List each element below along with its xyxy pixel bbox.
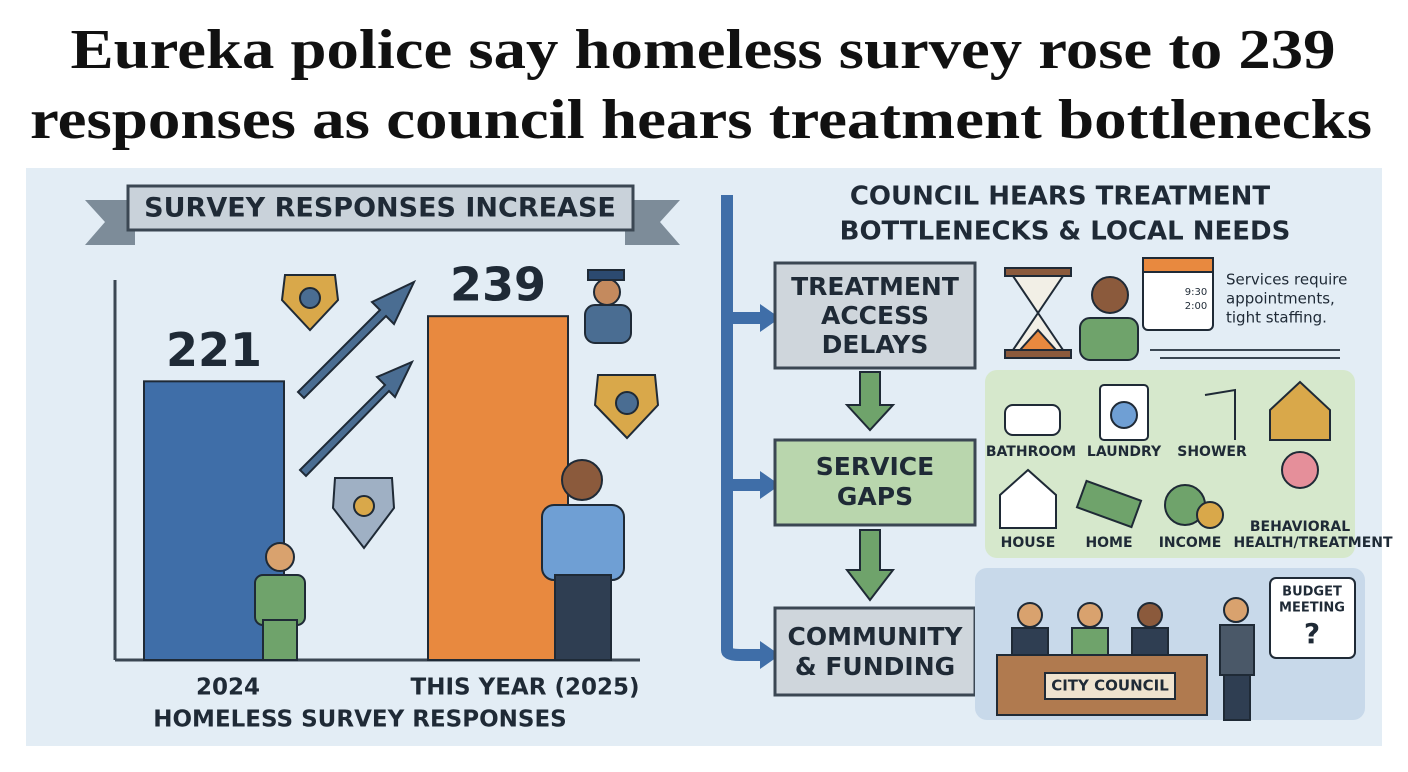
headline: responses as council hears treatment bot… (30, 89, 1372, 151)
step-label: DELAYS (822, 330, 929, 359)
value-label: 221 (166, 323, 262, 377)
service-label: HEALTH/TREATMENT (1233, 535, 1393, 551)
police-badge (280, 274, 660, 440)
staff-icon (1079, 257, 1214, 361)
flow-title: COUNCIL HEARS TREATMENT (850, 182, 1271, 212)
service-icon (999, 380, 1331, 529)
service-label: HOUSE (1001, 535, 1056, 551)
services-panel (985, 370, 1355, 558)
step-label: & FUNDING (795, 652, 955, 681)
calendar-time: 2:00 (1185, 301, 1207, 312)
bar-chart: 221 2024 239 THIS YEAR (2025) HOMELESS SURVE… (113, 258, 640, 733)
bubble-text: MEETING (1279, 601, 1345, 616)
step-label: ACCESS (821, 301, 929, 330)
service-label: LAUNDRY (1087, 444, 1162, 460)
service-label: BEHAVIORAL (1250, 519, 1350, 535)
step-label: SERVICE (816, 452, 934, 481)
chart-title: SURVEY RESPONSES INCREASE (144, 193, 616, 224)
officer-icon (584, 269, 632, 344)
flow-title: BOTTLENECKS & LOCAL NEEDS (840, 217, 1291, 247)
calendar-time: 9:30 (1185, 287, 1207, 298)
delay-note: Services require (1226, 271, 1347, 289)
x-tick-label: 2024 (196, 675, 260, 701)
person-icon (254, 459, 625, 661)
bar (427, 315, 569, 661)
headline: Eureka police say homeless survey rose t… (71, 19, 1336, 81)
down-arrow (844, 371, 896, 602)
x-axis-label: HOMELESS SURVEY RESPONSES (153, 707, 566, 733)
police-badge (331, 477, 396, 550)
flow-arrowheads (760, 304, 780, 669)
service-label: HOME (1085, 535, 1132, 551)
hourglass-icon (1004, 267, 1072, 359)
service-label: SHOWER (1177, 444, 1247, 460)
desk-label: CITY COUNCIL (1051, 677, 1169, 695)
step-label: COMMUNITY (787, 622, 963, 651)
rule-lines (1150, 349, 1340, 359)
x-tick-label: THIS YEAR (2025) (411, 675, 640, 701)
delay-note: appointments, (1226, 290, 1335, 308)
step-label: GAPS (837, 482, 913, 511)
service-label: INCOME (1159, 535, 1222, 551)
council-scene (996, 577, 1356, 721)
value-label: 239 (450, 258, 546, 312)
banner (85, 184, 680, 245)
rise-arrows (296, 279, 417, 478)
bubble-text: BUDGET (1282, 585, 1342, 600)
flow-pipe (721, 195, 765, 661)
service-label: BATHROOM (986, 444, 1076, 460)
step-label: TREATMENT (791, 272, 959, 301)
step-box (773, 261, 977, 697)
delay-note: tight staffing. (1226, 309, 1327, 327)
bubble-text: ? (1304, 617, 1320, 650)
